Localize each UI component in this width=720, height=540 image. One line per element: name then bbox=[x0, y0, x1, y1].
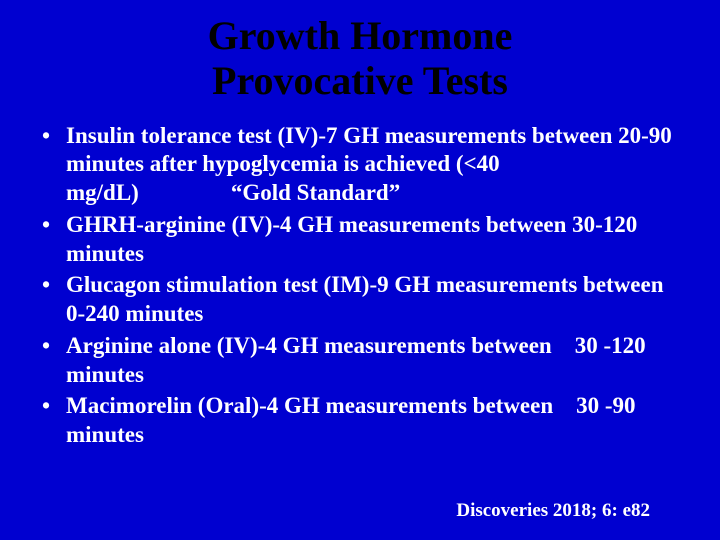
list-item: Glucagon stimulation test (IM)-9 GH meas… bbox=[36, 271, 680, 329]
slide: Growth Hormone Provocative Tests Insulin… bbox=[0, 0, 720, 540]
list-item: GHRH-arginine (IV)-4 GH measurements bet… bbox=[36, 211, 680, 269]
list-item: Insulin tolerance test (IV)-7 GH measure… bbox=[36, 122, 680, 208]
title-line-1: Growth Hormone bbox=[208, 13, 513, 58]
bullet-list: Insulin tolerance test (IV)-7 GH measure… bbox=[30, 122, 690, 450]
list-item: Macimorelin (Oral)-4 GH measurements bet… bbox=[36, 392, 680, 450]
citation: Discoveries 2018; 6: e82 bbox=[456, 500, 650, 522]
slide-title: Growth Hormone Provocative Tests bbox=[30, 14, 690, 104]
list-item: Arginine alone (IV)-4 GH measurements be… bbox=[36, 332, 680, 390]
title-line-2: Provocative Tests bbox=[212, 58, 508, 103]
